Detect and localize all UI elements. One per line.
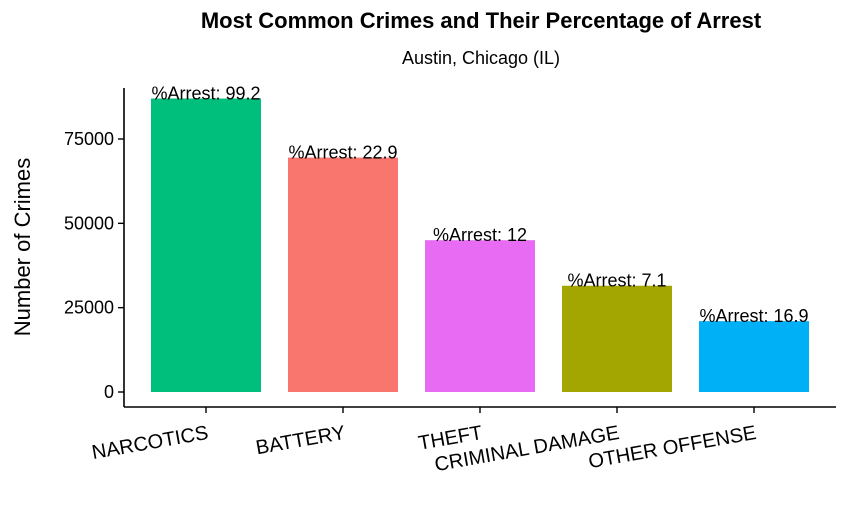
y-tick-label: 25000	[64, 298, 114, 318]
bar	[288, 157, 398, 392]
bar-data-label: %Arrest: 99.2	[151, 84, 260, 104]
plot-area: 0 25000 50000 75000 %Arrest: 99.2 NARCOTICS %A…	[64, 84, 836, 476]
x-tick-label: NARCOTICS	[90, 422, 210, 464]
bar-data-label: %Arrest: 22.9	[288, 143, 397, 163]
y-tick-label: 75000	[64, 129, 114, 149]
bar	[151, 98, 261, 393]
y-axis-title: Number of Crimes	[10, 158, 35, 336]
y-tick-label: 50000	[64, 213, 114, 233]
bar	[699, 321, 809, 392]
bar	[562, 285, 672, 392]
bar	[425, 240, 535, 392]
chart-subtitle: Austin, Chicago (IL)	[402, 48, 560, 68]
bar-data-label: %Arrest: 7.1	[567, 271, 666, 291]
bar-data-label: %Arrest: 16.9	[699, 306, 808, 326]
y-tick-label: 0	[104, 382, 114, 402]
chart-title: Most Common Crimes and Their Percentage …	[201, 8, 762, 33]
bar-data-label: %Arrest: 12	[433, 225, 527, 245]
x-tick-label: BATTERY	[254, 422, 347, 459]
